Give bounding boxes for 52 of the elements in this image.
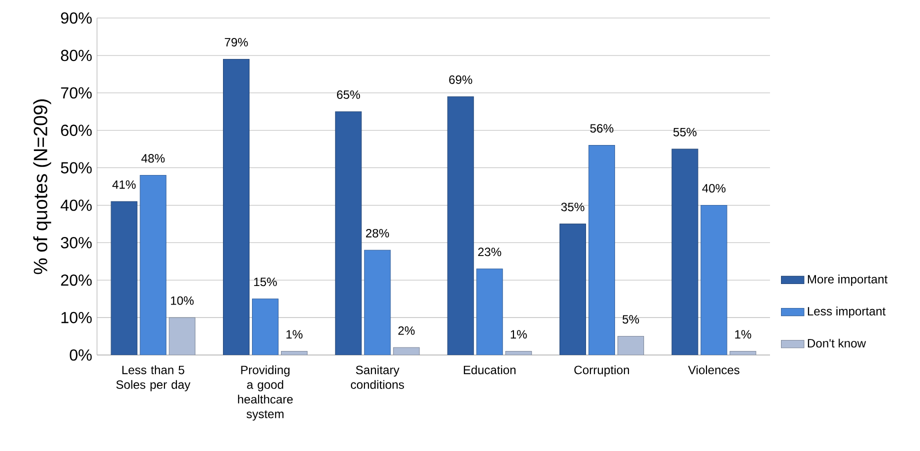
data-label: 1% xyxy=(510,330,527,339)
bar xyxy=(335,111,362,355)
bar xyxy=(617,336,644,355)
data-label: 28% xyxy=(366,228,390,238)
y-tick-label: 30% xyxy=(60,237,92,248)
bar xyxy=(222,58,250,355)
data-label: 40% xyxy=(702,184,726,193)
x-tick-label: Education xyxy=(464,365,516,374)
bar xyxy=(447,96,474,355)
x-tick-label: Violences xyxy=(688,365,740,374)
x-tick-label: Less than 5 Soles per day xyxy=(116,365,190,392)
y-tick-label: 10% xyxy=(61,312,92,324)
data-label: 65% xyxy=(337,90,360,99)
bar xyxy=(672,148,698,355)
data-label: 69% xyxy=(449,75,472,84)
data-label: 5% xyxy=(622,315,639,324)
bar xyxy=(140,175,166,355)
legend-label: Less important xyxy=(808,306,886,318)
y-tick-label: 20% xyxy=(61,274,92,286)
bar xyxy=(588,145,616,355)
x-tick-label: Corruption xyxy=(574,365,629,377)
data-label: 2% xyxy=(398,326,415,335)
x-tick-label: Sanitary conditions xyxy=(350,365,404,389)
data-label: 23% xyxy=(478,248,502,256)
bar xyxy=(476,268,503,355)
legend-label: More important xyxy=(808,274,888,286)
y-tick-label: 70% xyxy=(61,87,92,99)
bar xyxy=(559,224,586,355)
y-tick-label: 60% xyxy=(61,124,92,136)
data-label: 48% xyxy=(141,154,165,163)
y-tick-label: 80% xyxy=(60,50,92,62)
y-axis-title: % of quotes (N=209) xyxy=(33,99,52,274)
y-tick-label: 0% xyxy=(70,349,92,361)
data-label: 10% xyxy=(171,296,194,305)
bar xyxy=(252,298,279,355)
y-tick-label: 90% xyxy=(61,12,92,24)
x-tick-label: Providing a good healthcare system xyxy=(238,365,293,421)
y-tick-label: 40% xyxy=(60,200,92,211)
data-label: 1% xyxy=(735,330,752,339)
bar xyxy=(168,317,196,355)
legend-label: Don't know xyxy=(808,338,866,348)
data-label: 79% xyxy=(224,38,248,46)
data-label: 56% xyxy=(590,124,614,133)
y-tick-label: 50% xyxy=(60,162,92,174)
data-label: 35% xyxy=(561,202,584,212)
data-label: 15% xyxy=(254,278,277,286)
bar xyxy=(364,250,391,355)
bar xyxy=(700,204,728,355)
bar xyxy=(110,201,138,355)
data-label: 55% xyxy=(673,128,697,136)
data-label: 41% xyxy=(112,180,136,189)
data-label: 1% xyxy=(286,330,303,339)
